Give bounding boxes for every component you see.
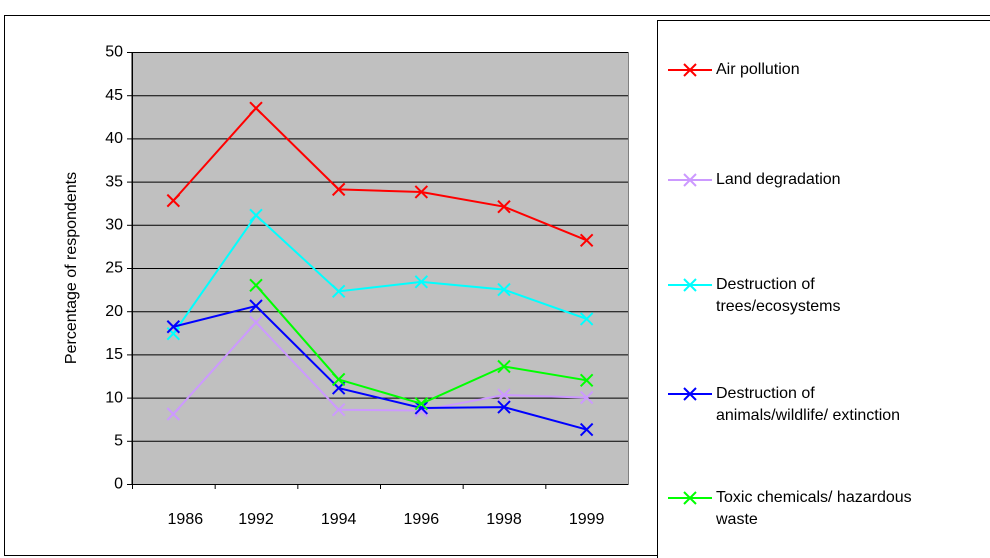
legend-marker bbox=[683, 63, 697, 77]
point-marker bbox=[497, 282, 511, 297]
x-tick-label: 1992 bbox=[238, 511, 274, 528]
point-marker bbox=[414, 396, 429, 411]
x-tick-label: 1996 bbox=[404, 511, 440, 528]
point-marker bbox=[414, 275, 429, 289]
legend-marker bbox=[683, 387, 697, 401]
point-marker bbox=[166, 193, 181, 208]
legend-marker bbox=[683, 278, 697, 292]
point-marker bbox=[166, 407, 181, 421]
y-tick-label: 50 bbox=[105, 44, 123, 61]
y-tick-label: 35 bbox=[105, 173, 123, 190]
y-tick-label: 0 bbox=[114, 476, 123, 493]
point-marker bbox=[579, 373, 594, 388]
point-marker bbox=[579, 390, 594, 405]
point-marker bbox=[249, 278, 263, 292]
point-marker bbox=[497, 199, 511, 214]
y-axis-label: Percentage of respondents bbox=[63, 172, 80, 364]
series-line bbox=[172, 213, 588, 335]
y-tick-label: 30 bbox=[105, 217, 123, 234]
legend-box bbox=[657, 20, 990, 558]
legend-label: Destruction of trees/ecosystems bbox=[716, 276, 841, 315]
series-line bbox=[173, 304, 587, 431]
y-tick-label: 10 bbox=[105, 389, 123, 406]
x-tick-label: 1994 bbox=[321, 511, 357, 528]
point-marker bbox=[331, 284, 346, 299]
point-marker bbox=[249, 101, 263, 115]
y-tick-label: 15 bbox=[105, 346, 123, 363]
legend-label: Land degradation bbox=[716, 171, 841, 188]
point-marker bbox=[414, 401, 429, 415]
legend-marker bbox=[683, 491, 697, 505]
point-marker bbox=[331, 182, 346, 197]
point-marker bbox=[579, 233, 594, 248]
legend-label: Destruction of animals/wildlife/ extinct… bbox=[716, 385, 901, 424]
x-tick-label: 1999 bbox=[569, 511, 605, 528]
point-marker bbox=[579, 312, 594, 326]
point-marker bbox=[497, 388, 511, 402]
legend-label: Toxic chemicals/ hazardous waste bbox=[716, 489, 912, 528]
point-marker bbox=[497, 400, 511, 414]
point-marker bbox=[331, 402, 346, 417]
point-marker bbox=[249, 315, 263, 330]
y-tick-label: 45 bbox=[105, 87, 123, 104]
y-tick-label: 40 bbox=[105, 130, 123, 147]
y-tick-label: 25 bbox=[105, 260, 123, 277]
x-tick-label: 1986 bbox=[168, 511, 204, 528]
point-marker bbox=[331, 372, 346, 387]
point-marker bbox=[414, 185, 429, 199]
series-line bbox=[172, 320, 587, 415]
legend-marker bbox=[683, 173, 697, 187]
point-marker bbox=[249, 208, 263, 223]
y-tick-label: 20 bbox=[105, 303, 123, 320]
point-marker bbox=[497, 359, 511, 374]
x-tick-label: 1998 bbox=[486, 511, 522, 528]
legend-label: Air pollution bbox=[716, 61, 800, 78]
y-tick-label: 5 bbox=[114, 433, 123, 450]
point-marker bbox=[166, 320, 181, 334]
point-marker bbox=[579, 422, 594, 437]
series-line bbox=[172, 106, 588, 242]
point-marker bbox=[249, 299, 263, 313]
